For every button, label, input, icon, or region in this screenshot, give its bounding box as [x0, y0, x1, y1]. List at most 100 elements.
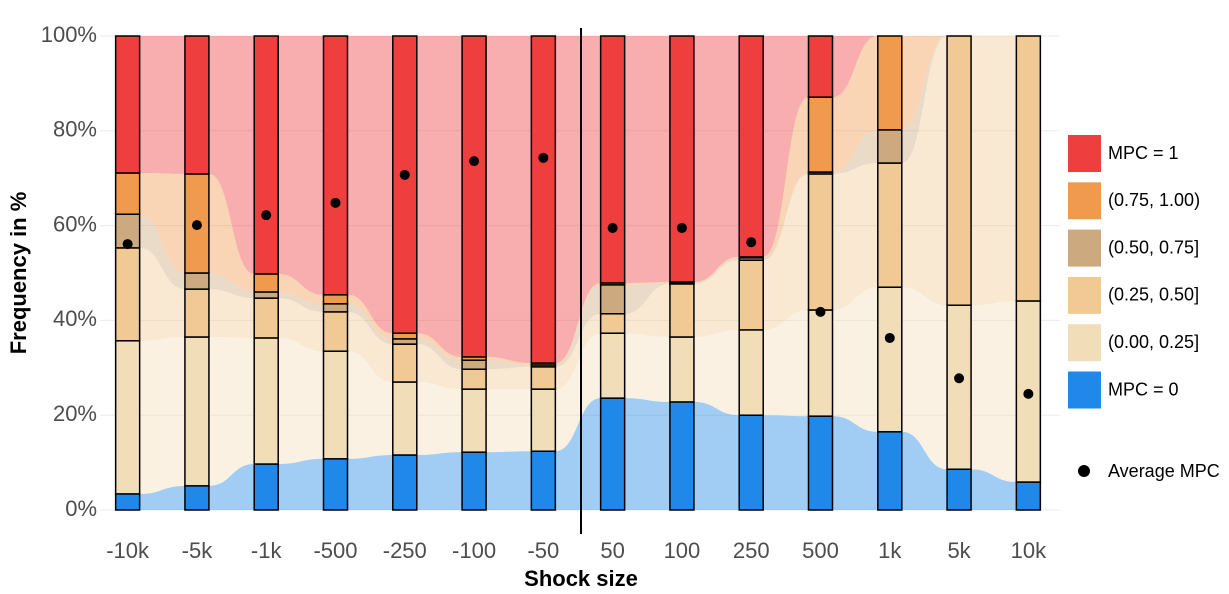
flow [693, 260, 740, 337]
flow [208, 464, 255, 510]
bar-segment [530, 388, 557, 452]
bar-segment [184, 288, 210, 338]
bar-segment [738, 259, 764, 331]
flow [278, 337, 324, 465]
bars [114, 35, 1042, 511]
bar-segment [1015, 35, 1042, 302]
bar-segment [461, 451, 487, 511]
bar-segment [599, 313, 626, 334]
flow [832, 416, 878, 510]
bar-segment [184, 272, 210, 290]
bar-segment [738, 329, 764, 416]
bar-segment [669, 35, 695, 283]
bar-segment [392, 338, 418, 345]
y-tick-label: 40% [53, 306, 97, 331]
flow [486, 451, 532, 510]
flow [901, 287, 948, 470]
bar-segment [253, 463, 279, 511]
bar-segment [114, 247, 141, 342]
x-tick-label: -1k [251, 538, 283, 563]
bar-segment [599, 332, 626, 399]
bar-segment [114, 493, 141, 511]
flow [278, 273, 324, 304]
bar-segment [461, 388, 487, 453]
average-dot [261, 210, 272, 221]
flow [901, 431, 948, 510]
legend-label: (0.25, 0.50] [1108, 285, 1199, 305]
bar-segment [322, 350, 349, 460]
legend-label: MPC = 0 [1108, 379, 1179, 399]
bar-segment [807, 96, 834, 173]
legend-swatch [1068, 135, 1101, 172]
bar-segment [599, 397, 626, 511]
bar-segment [946, 35, 972, 306]
flow [139, 172, 185, 273]
flow [555, 284, 601, 367]
flow [416, 338, 463, 370]
flow [278, 291, 324, 312]
bar-segment [530, 35, 557, 364]
flow [486, 356, 532, 365]
bar-segment [392, 454, 418, 511]
bar-segment [461, 359, 487, 370]
flow [486, 360, 532, 370]
bar-segment [807, 173, 834, 311]
flow [624, 282, 670, 285]
bar-segment [253, 291, 279, 299]
legend-label: (0.50, 0.75] [1108, 237, 1199, 257]
average-dot [884, 332, 895, 343]
flow [832, 163, 878, 310]
flow [763, 309, 809, 417]
bar-segment [530, 366, 557, 390]
x-tick-label: 100 [664, 538, 701, 563]
legend-swatch [1068, 371, 1101, 409]
bar-segment [807, 309, 834, 417]
average-dot [1023, 388, 1034, 399]
flow [624, 333, 670, 402]
bar-segment [253, 337, 279, 465]
bar-segment [253, 297, 279, 339]
legend-label: Average MPC [1108, 461, 1220, 481]
flow [555, 398, 601, 510]
flow [347, 311, 393, 383]
bar-segment [322, 458, 349, 511]
x-tick-label: 500 [802, 538, 839, 563]
legend-swatch [1068, 276, 1101, 314]
flows [139, 36, 1017, 510]
flow [278, 298, 324, 352]
legend-label: (0.00, 0.25] [1108, 332, 1199, 352]
flow [693, 329, 740, 416]
flow [139, 36, 185, 174]
flow [416, 344, 463, 390]
flow [693, 257, 740, 284]
flow [763, 97, 809, 258]
bar-segment [599, 284, 626, 315]
bar-segment [114, 172, 141, 215]
flow [486, 36, 532, 364]
flow [139, 485, 185, 510]
flow [486, 366, 532, 390]
x-tick-label: 5k [947, 538, 971, 563]
flow [901, 36, 948, 306]
x-axis-label: Shock size [524, 566, 638, 591]
bar-segment [392, 343, 418, 383]
flow [624, 283, 670, 337]
bar-segment [669, 336, 695, 403]
y-tick-label: 20% [53, 401, 97, 426]
x-tick-label: 250 [733, 538, 770, 563]
flow [901, 36, 948, 164]
bar-segment [461, 35, 487, 358]
flow [486, 389, 532, 453]
flow [139, 336, 185, 494]
flow [208, 173, 255, 292]
x-tick-label: -100 [452, 538, 496, 563]
average-dot [954, 373, 965, 384]
legend-label: (0.75, 1.00) [1108, 190, 1200, 210]
bar-segment [392, 381, 418, 456]
flow [347, 294, 393, 339]
legend-swatch [1068, 324, 1101, 362]
x-tick-label: -50 [527, 538, 559, 563]
bar-segment [114, 35, 141, 174]
average-dot [399, 169, 410, 180]
